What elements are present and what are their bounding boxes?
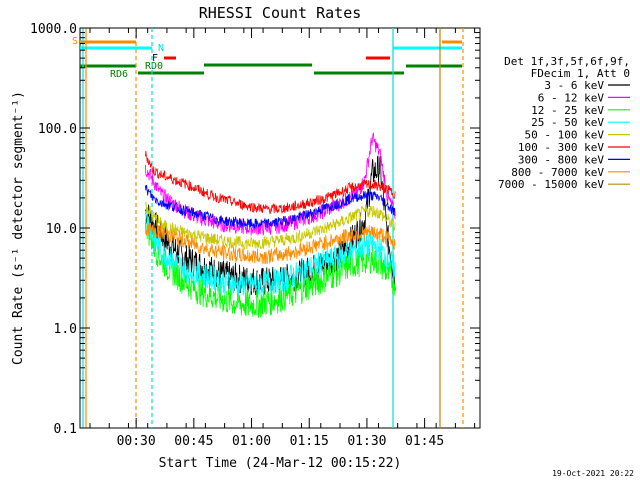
x-tick-label: 01:30: [347, 434, 386, 449]
legend-header-line: Det 1f,3f,5f,6f,9f,: [504, 55, 630, 68]
chart-title: RHESSI Count Rates: [199, 4, 362, 22]
series-line: [145, 184, 396, 230]
y-tick-label: 100.0: [38, 122, 77, 137]
series-line: [145, 150, 396, 215]
y-tick-label: 1000.0: [30, 22, 77, 37]
legend-entry-label: 7000 - 15000 keV: [498, 178, 604, 191]
state-flag-label: S: [72, 36, 78, 47]
y-tick-label: 1.0: [54, 322, 77, 337]
legend-entry-label: 25 - 50 keV: [531, 116, 604, 129]
x-tick-label: 01:00: [232, 434, 271, 449]
legend-entry-label: 800 - 7000 keV: [511, 166, 604, 179]
series-line: [145, 201, 396, 250]
series-line: [145, 222, 396, 265]
time-marker-layer: [82, 28, 464, 428]
series-layer: [145, 132, 396, 318]
x-tick-label: 01:45: [405, 434, 444, 449]
y-tick-label: 0.1: [54, 422, 77, 437]
series-line: [145, 132, 396, 236]
state-flag-label: N: [158, 43, 164, 54]
state-flag-label: RD0: [145, 61, 163, 72]
legend-entry-label: 50 - 100 keV: [525, 129, 605, 142]
state-flag-label: F: [152, 53, 158, 64]
legend-header-line: FDecim 1, Att 0: [531, 67, 630, 80]
footer-date: 19-Oct-2021 20:22: [552, 469, 634, 478]
series-line: [145, 211, 396, 318]
y-axis-label: Count Rate (s⁻¹ detector segment⁻¹): [11, 91, 26, 365]
series-line: [145, 205, 396, 296]
legend-entry-label: 12 - 25 keV: [531, 104, 604, 117]
x-tick-label: 01:15: [290, 434, 329, 449]
x-tick-label: 00:45: [174, 434, 213, 449]
legend-entry-label: 6 - 12 keV: [538, 91, 605, 104]
x-axis-label: Start Time (24-Mar-12 00:15:22): [159, 456, 402, 471]
legend-entry-label: 100 - 300 keV: [518, 141, 604, 154]
state-flag-label: RD6: [110, 69, 128, 80]
x-tick-label: 00:30: [117, 434, 156, 449]
legend-entry-label: 3 - 6 keV: [544, 79, 604, 92]
axis-tick-layer: 0.1 1.0 10.0 100.0 1000.0 00:30 00:45 01:00 01:1…: [30, 22, 480, 449]
plot-frame: [79, 27, 481, 429]
y-tick-label: 10.0: [46, 222, 77, 237]
legend: Det 1f,3f,5f,6f,9f,FDecim 1, Att 03 - 6 …: [498, 55, 630, 191]
legend-entry-label: 300 - 800 keV: [518, 153, 604, 166]
